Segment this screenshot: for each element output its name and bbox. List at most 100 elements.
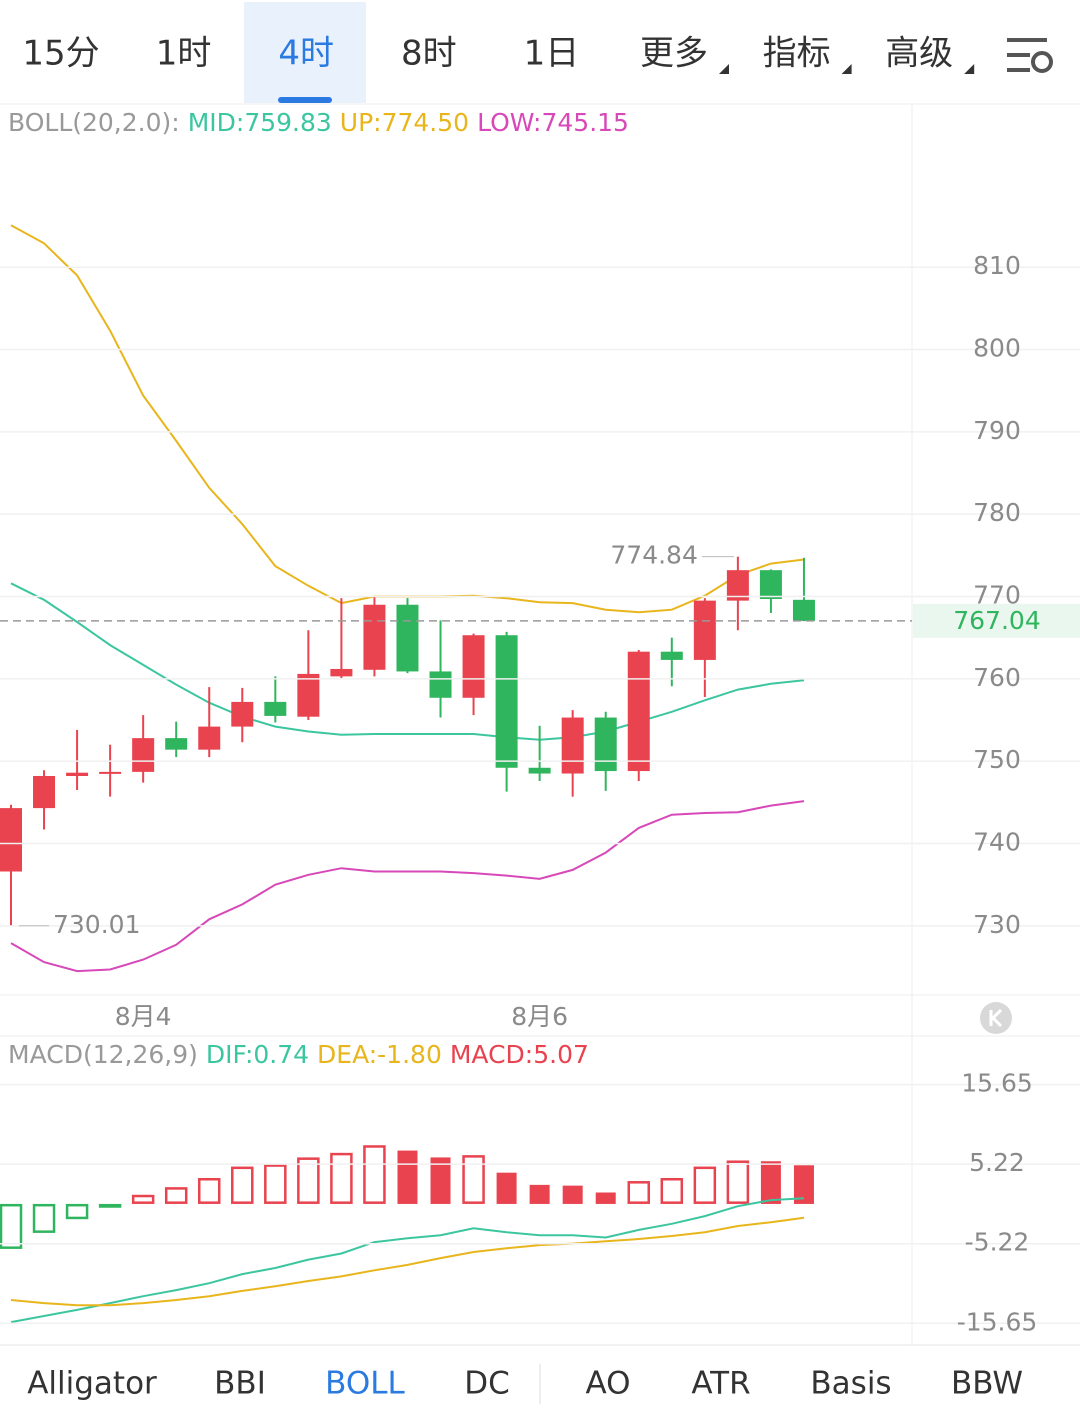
time-tab[interactable]: 15分 — [22, 34, 99, 74]
indicator-tab[interactable]: Alligator — [27, 1366, 157, 1402]
legend-item: DEA:-1.80 — [317, 1040, 442, 1069]
settings-icon[interactable] — [1007, 38, 1053, 73]
candle-body — [693, 600, 716, 660]
current-price-bg — [913, 603, 1080, 638]
macd-bar — [330, 1152, 353, 1204]
dropdown-arrow — [964, 64, 975, 74]
macd-bar — [726, 1160, 750, 1204]
macd-bar — [131, 1194, 155, 1204]
macd-bar — [430, 1157, 451, 1204]
x-tick-label: 8月4 — [115, 1002, 172, 1031]
legend: MACD(12,26,9) DIF:0.74 DEA:-1.80 MACD:5.07 — [8, 1040, 589, 1069]
macd-bar — [32, 1203, 56, 1233]
macd-bar — [231, 1166, 254, 1204]
candle-body — [594, 717, 617, 772]
y-tick-label: -15.65 — [957, 1307, 1038, 1336]
candle-body — [495, 635, 518, 768]
indicator-tab[interactable]: Basis — [810, 1366, 891, 1402]
y-tick-label: 810 — [973, 251, 1021, 280]
legend-item: MACD(12,26,9) — [8, 1040, 198, 1069]
macd-bar — [397, 1150, 418, 1204]
legend-item: UP:774.50 — [340, 108, 469, 137]
candle-body — [792, 599, 815, 621]
time-tab[interactable]: 指标 — [763, 34, 831, 74]
y-tick-label: 760 — [973, 663, 1021, 692]
y-tick-label: 740 — [973, 828, 1021, 857]
dropdown-arrow — [719, 64, 729, 74]
indicator-line — [10, 1197, 805, 1324]
candle-body — [198, 726, 221, 750]
macd-bar — [297, 1157, 320, 1204]
macd-bar — [562, 1185, 583, 1204]
candle-body — [627, 651, 650, 772]
legend-item: BOLL(20,2.0): — [8, 108, 180, 137]
macd-bar — [529, 1184, 550, 1204]
time-tab[interactable]: 4时 — [278, 34, 334, 74]
candle-body — [132, 738, 155, 772]
candle-body — [264, 701, 287, 716]
macd-bar — [793, 1165, 814, 1204]
y-tick-label: 790 — [973, 416, 1021, 445]
macd-bar — [65, 1203, 89, 1220]
plot — [0, 224, 815, 973]
candle-body — [561, 717, 584, 774]
time-tab[interactable]: 1日 — [524, 34, 580, 74]
macd-bar — [164, 1187, 188, 1204]
candle-body — [66, 772, 89, 776]
y-tick-label: 15.65 — [961, 1069, 1033, 1098]
macd-bar — [660, 1178, 684, 1204]
macd-bar — [693, 1166, 717, 1204]
candle-body — [330, 668, 353, 677]
candle-body — [297, 673, 320, 717]
active-tab-indicator — [278, 97, 332, 103]
time-tab[interactable]: 更多 — [640, 34, 708, 74]
candle-body — [33, 775, 56, 809]
macd-bar — [264, 1164, 287, 1204]
y-tick-label: -5.22 — [965, 1228, 1030, 1257]
y-tick-label: 5.22 — [969, 1148, 1025, 1177]
candle-body — [660, 651, 683, 660]
collapse-button[interactable] — [980, 1002, 1012, 1034]
active-tab-bg — [244, 2, 366, 103]
macd-bar — [363, 1145, 386, 1204]
indicator-line — [10, 800, 805, 973]
y-tick-label: 750 — [973, 745, 1021, 774]
y-tick-label: 780 — [973, 498, 1021, 527]
macd-bar — [627, 1181, 651, 1204]
macd-bar — [760, 1161, 781, 1204]
dropdown-arrow — [841, 64, 852, 74]
candle-body — [759, 570, 782, 599]
legend-item: LOW:745.15 — [477, 108, 629, 137]
macd-bar — [496, 1172, 517, 1204]
macd-bar — [0, 1203, 23, 1249]
indicator-tab[interactable]: ATR — [691, 1366, 750, 1402]
indicator-tab[interactable]: AO — [585, 1366, 630, 1402]
legend-item: DIF:0.74 — [206, 1040, 309, 1069]
low-annotation: 730.01 — [53, 910, 140, 939]
time-tab[interactable]: 1时 — [156, 34, 212, 74]
candle-body — [429, 671, 452, 698]
time-tab[interactable]: 高级 — [885, 34, 953, 74]
legend-item: MACD:5.07 — [450, 1040, 589, 1069]
indicator-tab[interactable]: DC — [464, 1366, 510, 1402]
macd-bar — [595, 1192, 616, 1204]
indicator-tab[interactable]: BOLL — [325, 1366, 405, 1402]
indicator-line — [10, 582, 805, 741]
candle-body — [165, 738, 188, 750]
candle-body — [726, 570, 749, 601]
current-price-label: 767.04 — [953, 606, 1040, 635]
time-tab[interactable]: 8时 — [401, 34, 457, 74]
indicator-tab[interactable]: BBI — [214, 1366, 266, 1402]
y-tick-label: 730 — [973, 910, 1021, 939]
x-tick-label: 8月6 — [511, 1002, 568, 1031]
y-tick-label: 800 — [973, 334, 1021, 363]
candle-body — [231, 701, 254, 727]
plot — [0, 1145, 814, 1324]
candle-body — [462, 635, 485, 698]
indicator-line — [10, 1216, 805, 1307]
high-annotation: 774.84 — [610, 541, 697, 570]
candle-body — [363, 604, 386, 670]
indicator-tab[interactable]: BBW — [951, 1366, 1023, 1402]
